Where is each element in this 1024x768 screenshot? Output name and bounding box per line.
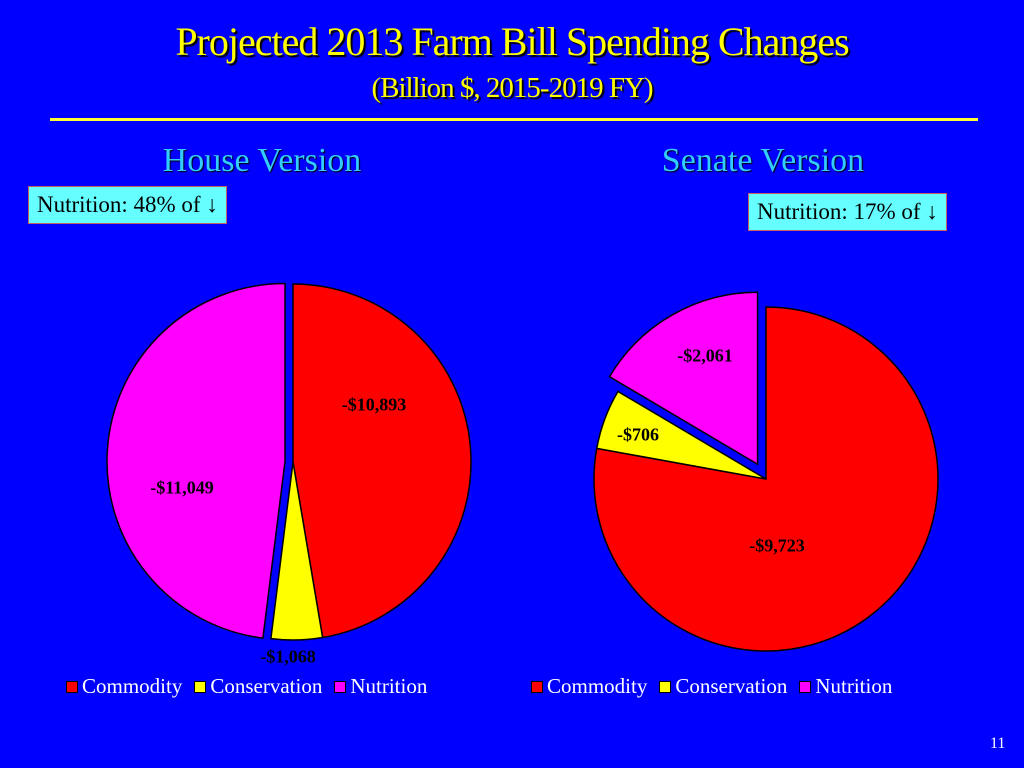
house-legend: Commodity Conservation Nutrition bbox=[66, 674, 433, 699]
senate-slice-nutrition bbox=[608, 291, 759, 466]
senate-data-label-nutrition: -$2,061 bbox=[677, 345, 733, 366]
house-data-label-conservation: -$1,068 bbox=[260, 646, 316, 667]
legend-item-conservation: Conservation bbox=[194, 674, 322, 699]
house-slice-commodity bbox=[292, 283, 472, 639]
house-data-label-commodity: -$10,893 bbox=[341, 394, 407, 415]
title-divider bbox=[50, 118, 978, 121]
house-version-title: House Version bbox=[162, 142, 362, 179]
legend-swatch-commodity bbox=[531, 680, 543, 693]
slide-title: Projected 2013 Farm Bill Spending Change… bbox=[175, 19, 849, 64]
legend-label: Conservation bbox=[210, 674, 323, 698]
legend-label: Nutrition bbox=[350, 674, 428, 698]
legend-item-commodity: Commodity bbox=[66, 674, 182, 699]
house-slice-conservation bbox=[270, 461, 324, 641]
senate-version-title: Senate Version bbox=[661, 142, 865, 179]
legend-swatch-nutrition bbox=[799, 680, 812, 693]
senate-slice-conservation bbox=[595, 390, 767, 480]
legend-swatch-commodity bbox=[66, 680, 78, 693]
legend-swatch-conservation bbox=[194, 680, 207, 693]
legend-item-commodity: Commodity bbox=[531, 674, 647, 699]
page-number: 11 bbox=[990, 735, 1006, 752]
senate-data-label-conservation: -$706 bbox=[617, 424, 659, 445]
senate-slice-commodity bbox=[593, 306, 939, 652]
house-slice-nutrition bbox=[106, 282, 286, 639]
legend-label: Conservation bbox=[675, 674, 788, 698]
slide-subtitle: (Billion $, 2015-2019 FY) bbox=[371, 72, 653, 104]
house-nutrition-callout: Nutrition: 48% of ↓ bbox=[28, 186, 227, 224]
legend-swatch-conservation bbox=[659, 680, 672, 693]
house-data-label-nutrition: -$11,049 bbox=[150, 477, 214, 498]
legend-label: Commodity bbox=[547, 674, 648, 698]
legend-swatch-nutrition bbox=[334, 680, 347, 693]
senate-nutrition-callout: Nutrition: 17% of ↓ bbox=[748, 193, 947, 231]
legend-label: Nutrition bbox=[815, 674, 893, 698]
legend-item-conservation: Conservation bbox=[659, 674, 787, 699]
legend-item-nutrition: Nutrition bbox=[334, 674, 427, 699]
senate-legend: Commodity Conservation Nutrition bbox=[531, 674, 898, 699]
senate-data-label-commodity: -$9,723 bbox=[749, 535, 805, 556]
legend-label: Commodity bbox=[82, 674, 183, 698]
legend-item-nutrition: Nutrition bbox=[799, 674, 892, 699]
